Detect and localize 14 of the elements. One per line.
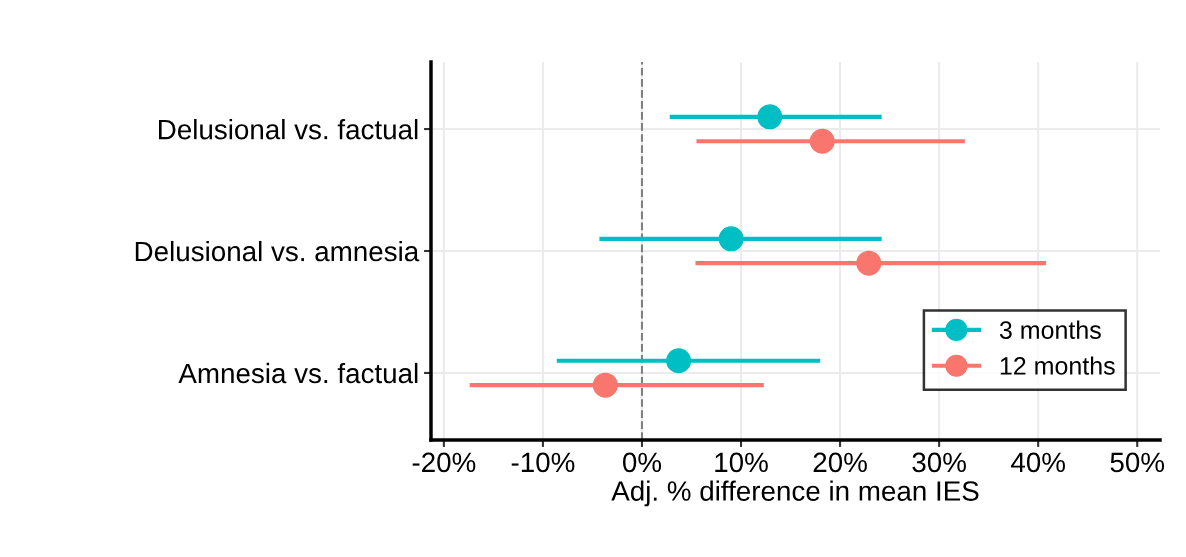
legend-label: 3 months	[999, 320, 1101, 339]
x-tick-label: 20%	[813, 452, 867, 473]
x-tick-label: 40%	[1011, 452, 1065, 473]
y-tick-label: Delusional vs. amnesia	[135, 240, 420, 262]
x-axis-title: Adj. % difference in mean IES	[611, 480, 979, 507]
y-tick-label: Delusional vs. factual	[159, 119, 418, 140]
x-tick-label: -20%	[412, 452, 476, 473]
x-tick-label: 30%	[912, 452, 966, 473]
legend-label: 12 months	[1000, 356, 1115, 375]
x-tick-label: -10%	[511, 452, 575, 473]
x-tick-label: 10%	[715, 452, 768, 473]
x-tick-label: 50%	[1110, 452, 1165, 473]
y-tick-label: Amnesia vs. factual	[178, 362, 418, 384]
x-tick-label: 0%	[622, 452, 662, 473]
